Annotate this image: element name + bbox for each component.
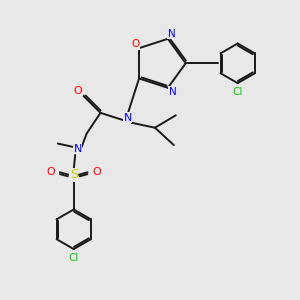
Text: O: O (131, 39, 139, 49)
Text: Cl: Cl (232, 87, 243, 97)
Text: N: N (124, 113, 132, 123)
Text: Cl: Cl (68, 253, 79, 263)
Text: N: N (168, 29, 176, 39)
Text: O: O (92, 167, 101, 177)
Text: N: N (169, 87, 177, 97)
Text: S: S (70, 168, 78, 181)
Text: O: O (74, 85, 82, 96)
Text: N: N (74, 143, 82, 154)
Text: O: O (46, 167, 55, 177)
